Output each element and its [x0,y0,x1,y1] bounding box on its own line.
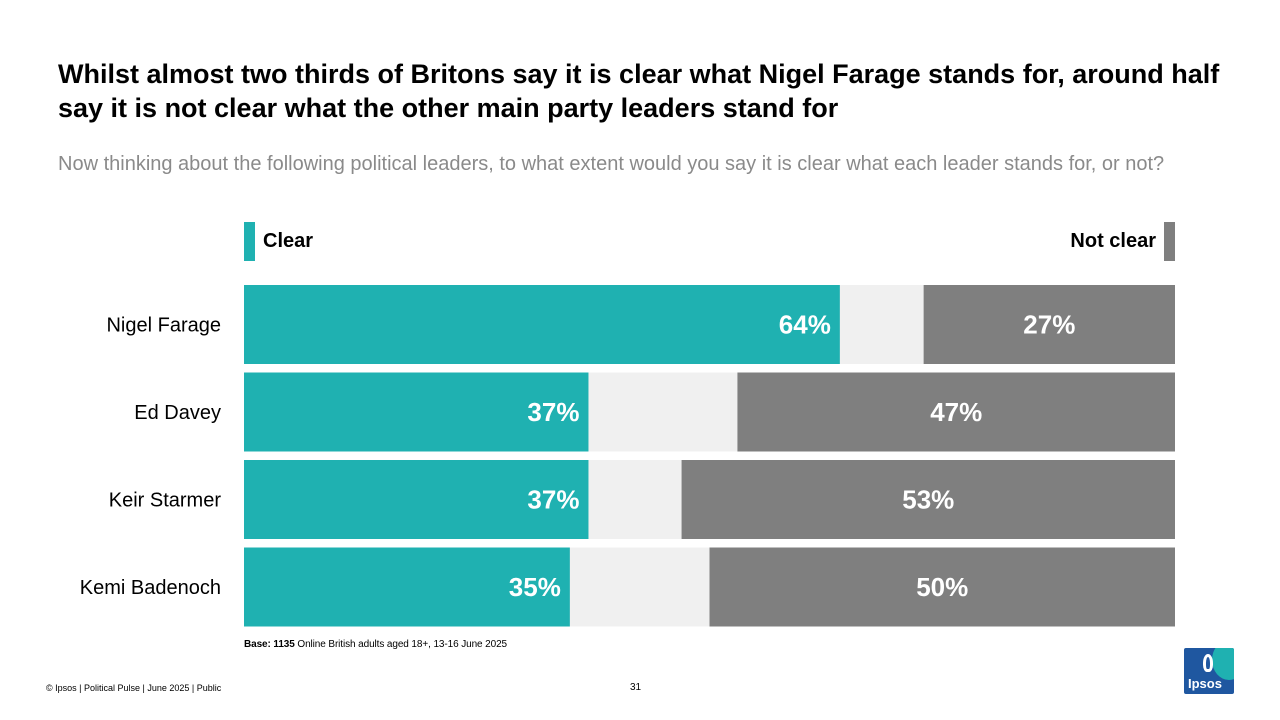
page-title: Whilst almost two thirds of Britons say … [58,59,1220,123]
category-label-ed-davey: Ed Davey [134,402,221,424]
value-label-not-clear-nigel-farage: 27% [1023,310,1075,340]
category-label-nigel-farage: Nigel Farage [106,315,221,337]
logo-curve [1212,648,1234,680]
category-label-keir-starmer: Keir Starmer [109,490,222,512]
category-label-kemi-badenoch: Kemi Badenoch [80,577,221,599]
value-label-not-clear-kemi-badenoch: 50% [916,572,968,602]
bar-not-clear-keir-starmer [681,460,1175,539]
bar-clear-keir-starmer [244,460,589,539]
legend-clear-swatch [244,222,255,261]
value-label-clear-kemi-badenoch: 35% [509,572,561,602]
value-label-clear-keir-starmer: 37% [527,485,579,515]
bar-not-clear-ed-davey [737,372,1175,452]
value-label-not-clear-keir-starmer: 53% [902,485,954,515]
bar-not-clear-nigel-farage [923,285,1175,364]
base-note-text: Online British adults aged 18+, 13-16 Ju… [294,639,508,650]
value-label-clear-nigel-farage: 64% [779,310,831,340]
bar-clear-kemi-badenoch [244,547,570,627]
bar-not-clear-kemi-badenoch [709,547,1175,627]
value-label-not-clear-ed-davey: 47% [930,397,982,427]
legend-clear-label: Clear [263,230,314,252]
logo-mark-icon [1203,654,1213,672]
base-note: Base: 1135 Online British adults aged 18… [244,639,507,650]
page-number: 31 [630,682,642,693]
footer-text: © Ipsos | Political Pulse | June 2025 | … [46,683,222,693]
legend-not-clear-swatch [1164,222,1175,261]
legend-not-clear-label: Not clear [1070,230,1156,252]
value-label-clear-ed-davey: 37% [527,397,579,427]
legend-not-clear: Not clear [1070,222,1175,261]
logo-word: Ipsos [1188,676,1222,691]
bar-clear-nigel-farage [244,285,840,364]
question-subtitle: Now thinking about the following politic… [58,153,1165,175]
legend-clear: Clear [244,222,313,261]
base-note-bold: Base: 1135 [244,639,295,650]
ipsos-logo: Ipsos [1184,648,1234,694]
bar-clear-ed-davey [244,372,589,452]
